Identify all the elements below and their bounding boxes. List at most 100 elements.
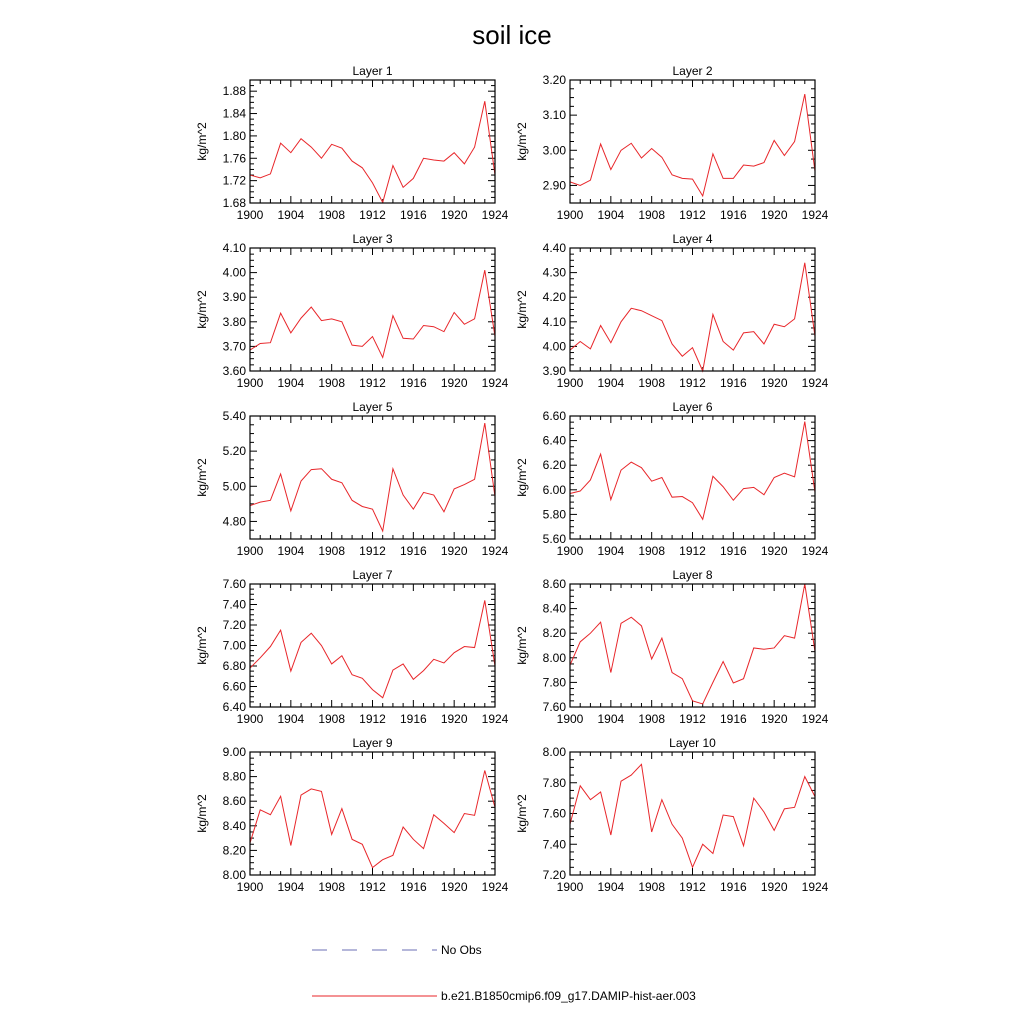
plot-frame	[569, 583, 816, 708]
x-tick-label: 1908	[638, 712, 665, 726]
x-tick-label: 1924	[482, 544, 509, 558]
x-tick-label: 1912	[359, 544, 386, 558]
y-tick-label: 7.60	[543, 700, 567, 714]
panel-title: Layer 2	[672, 64, 712, 78]
y-tick-label: 8.40	[223, 819, 247, 833]
x-tick-label: 1912	[679, 712, 706, 726]
y-tick-label: 3.90	[543, 364, 567, 378]
y-axis-label: kg/m^2	[515, 290, 529, 329]
figure-title: soil ice	[472, 20, 551, 50]
y-tick-label: 1.88	[223, 84, 247, 98]
y-tick-label: 4.00	[543, 339, 567, 353]
y-tick-label: 6.60	[543, 409, 567, 423]
x-tick-label: 1924	[802, 712, 829, 726]
x-tick-label: 1904	[277, 376, 304, 390]
y-tick-label: 5.40	[223, 409, 247, 423]
x-tick-label: 1900	[237, 376, 264, 390]
y-tick-label: 3.20	[543, 73, 567, 87]
y-axis-label: kg/m^2	[195, 290, 209, 329]
x-tick-label: 1900	[557, 208, 584, 222]
x-tick-label: 1912	[359, 208, 386, 222]
x-tick-label: 1908	[638, 376, 665, 390]
x-tick-label: 1920	[441, 544, 468, 558]
y-axis-label: kg/m^2	[515, 626, 529, 665]
x-tick-label: 1916	[400, 544, 427, 558]
x-tick-label: 1904	[597, 376, 624, 390]
panel-title: Layer 4	[672, 232, 712, 246]
legend-label: No Obs	[441, 943, 482, 957]
y-tick-label: 4.40	[543, 241, 567, 255]
plot-frame	[249, 751, 496, 876]
x-tick-label: 1920	[761, 208, 788, 222]
chart-panel-layer-10: Layer 10 kg/m^2 1900 1904 1908 1912 1916 1920 19…	[515, 736, 829, 894]
chart-panel-layer-1: Layer 1 kg/m^2 1900 1904 1908 1912 1916 1920 192…	[195, 64, 509, 222]
y-tick-label: 1.68	[223, 196, 247, 210]
x-tick-label: 1924	[802, 544, 829, 558]
chart-panel-layer-8: Layer 8 kg/m^2 1900 1904 1908 1912 1916 1920 192…	[515, 568, 829, 726]
panel-title: Layer 9	[352, 736, 392, 750]
x-tick-label: 1908	[318, 880, 345, 894]
y-tick-label: 4.00	[223, 266, 247, 280]
y-tick-label: 8.00	[223, 868, 247, 882]
series-line	[249, 101, 496, 204]
y-tick-label: 5.80	[543, 507, 567, 521]
x-tick-label: 1920	[761, 880, 788, 894]
y-tick-label: 3.60	[223, 364, 247, 378]
chart-panel-layer-4: Layer 4 kg/m^2 1900 1904 1908 1912 1916 1920 192…	[515, 232, 829, 390]
y-tick-label: 8.20	[543, 626, 567, 640]
series-line	[249, 270, 496, 359]
series-line	[249, 422, 496, 533]
y-tick-label: 7.40	[223, 598, 247, 612]
y-tick-label: 8.60	[543, 577, 567, 591]
x-tick-label: 1920	[441, 880, 468, 894]
y-tick-label: 7.20	[223, 618, 247, 632]
y-tick-label: 6.40	[543, 434, 567, 448]
x-tick-label: 1904	[277, 880, 304, 894]
legend: No Obs b.e21.B1850cmip6.f09_g17.DAMIP-his…	[312, 943, 696, 1003]
x-tick-label: 1916	[720, 208, 747, 222]
x-tick-label: 1900	[557, 880, 584, 894]
y-tick-label: 6.80	[223, 659, 247, 673]
x-tick-label: 1916	[400, 712, 427, 726]
x-tick-label: 1916	[400, 376, 427, 390]
series-line	[569, 262, 816, 373]
x-tick-label: 1916	[400, 880, 427, 894]
y-axis-label: kg/m^2	[195, 122, 209, 161]
x-tick-label: 1912	[359, 712, 386, 726]
series-line	[569, 93, 816, 198]
y-tick-label: 3.90	[223, 290, 247, 304]
plot-frame	[569, 247, 816, 372]
y-axis-label: kg/m^2	[515, 458, 529, 497]
x-tick-label: 1900	[237, 880, 264, 894]
chart-panel-layer-2: Layer 2 kg/m^2 1900 1904 1908 1912 1916 1920 192…	[515, 64, 829, 222]
y-tick-label: 7.60	[543, 807, 567, 821]
series-line	[249, 600, 496, 699]
x-tick-label: 1908	[638, 880, 665, 894]
y-tick-label: 7.80	[543, 675, 567, 689]
x-tick-label: 1908	[318, 544, 345, 558]
x-tick-label: 1916	[720, 544, 747, 558]
y-tick-label: 4.80	[223, 514, 247, 528]
y-tick-label: 6.20	[543, 458, 567, 472]
x-tick-label: 1924	[482, 208, 509, 222]
y-axis-label: kg/m^2	[515, 122, 529, 161]
x-tick-label: 1912	[679, 376, 706, 390]
chart-panel-layer-9: Layer 9 kg/m^2 1900 1904 1908 1912 1916 1920 192…	[195, 736, 509, 894]
series-line	[569, 763, 816, 869]
y-tick-label: 8.00	[543, 651, 567, 665]
plot-frame	[569, 751, 816, 876]
legend-label: b.e21.B1850cmip6.f09_g17.DAMIP-hist-aer.…	[441, 989, 696, 1003]
panel-title: Layer 10	[669, 736, 716, 750]
y-axis-label: kg/m^2	[195, 626, 209, 665]
y-tick-label: 5.20	[223, 444, 247, 458]
y-tick-label: 4.10	[543, 315, 567, 329]
x-tick-label: 1916	[400, 208, 427, 222]
x-tick-label: 1916	[720, 712, 747, 726]
chart-panel-layer-3: Layer 3 kg/m^2 1900 1904 1908 1912 1916 1920 192…	[195, 232, 509, 390]
y-tick-label: 7.00	[223, 639, 247, 653]
y-tick-label: 8.40	[543, 602, 567, 616]
y-tick-label: 8.60	[223, 794, 247, 808]
x-tick-label: 1904	[597, 544, 624, 558]
panel-title: Layer 8	[672, 568, 712, 582]
